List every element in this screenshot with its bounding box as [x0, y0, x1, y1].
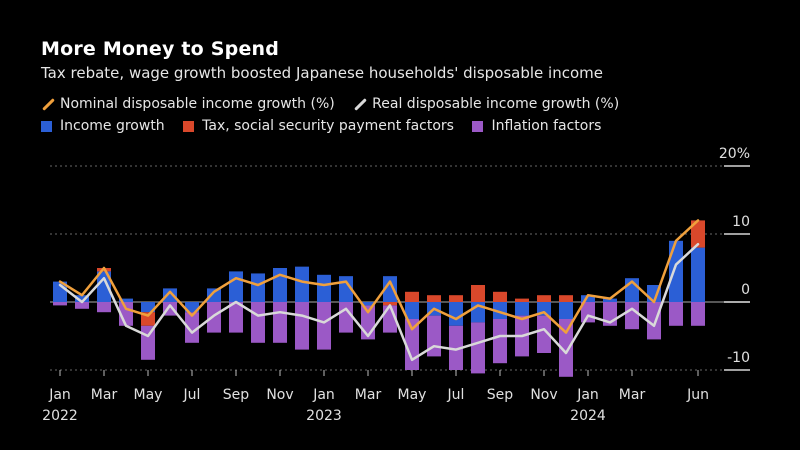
bar-inflation: [691, 302, 705, 326]
bar-income: [295, 266, 309, 302]
bar-income: [449, 302, 463, 326]
legend-item-real: Real disposable income growth (%): [353, 96, 619, 112]
x-tick-label: Jul: [447, 387, 465, 403]
bar-tax: [493, 291, 507, 302]
legend-row-lines: Nominal disposable income growth (%) Rea…: [41, 96, 633, 115]
x-tick-label: Mar: [619, 387, 646, 403]
x-tick-label: Mar: [91, 387, 118, 403]
chart-subtitle: Tax rebate, wage growth boosted Japanese…: [41, 64, 603, 82]
bar-inflation: [229, 302, 243, 333]
bar-inflation: [471, 322, 485, 374]
bar-inflation: [647, 302, 661, 340]
bar-income: [515, 302, 529, 316]
bar-inflation: [625, 302, 639, 330]
bar-income: [405, 302, 419, 319]
bar-inflation: [251, 302, 265, 343]
bar-income: [251, 273, 265, 302]
x-tick-label: Nov: [266, 387, 293, 403]
x-tick-label: Jul: [183, 387, 201, 403]
y-tick-label: 20%: [719, 146, 750, 162]
x-tick-label: Nov: [530, 387, 557, 403]
bar-inflation: [537, 315, 551, 353]
legend-label-real: Real disposable income growth (%): [372, 96, 620, 112]
bar-income: [229, 271, 243, 302]
bar-tax: [471, 285, 485, 302]
bar-tax: [449, 295, 463, 302]
bar-tax: [537, 295, 551, 302]
bar-income: [75, 295, 89, 302]
y-tick-label: 10: [732, 214, 750, 230]
line-nominal: [58, 219, 700, 334]
bar-inflation: [493, 319, 507, 364]
bar-income: [97, 271, 111, 302]
bar-inflation: [75, 302, 89, 309]
legend-row-bars: Income growth Tax, social security payme…: [41, 118, 615, 136]
bar-income: [581, 295, 595, 302]
bar-income: [559, 302, 573, 319]
legend-item-income: Income growth: [41, 118, 165, 134]
x-tick-year: 2022: [42, 408, 78, 424]
legend-label-nominal: Nominal disposable income growth (%): [60, 96, 335, 112]
bar-inflation: [449, 325, 463, 370]
x-tick-label: Sep: [487, 387, 514, 403]
bar-tax: [427, 295, 441, 302]
x-tick-label: May: [398, 387, 427, 403]
bar-income: [119, 298, 133, 302]
x-tick-label: Jan: [312, 387, 335, 403]
x-tick-year: 2023: [306, 408, 342, 424]
bar-income: [603, 298, 617, 302]
legend-item-inflation: Inflation factors: [472, 118, 601, 134]
legend-label-tax: Tax, social security payment factors: [202, 118, 454, 134]
legend-swatch-income: [41, 120, 52, 132]
y-tick-label: -10: [727, 350, 750, 366]
legend-swatch-tax: [183, 120, 195, 132]
bar-income: [493, 302, 507, 319]
legend-item-tax: Tax, social security payment factors: [183, 118, 454, 134]
bar-income: [317, 274, 331, 302]
bar-inflation: [273, 302, 287, 343]
bar-income: [691, 247, 705, 302]
bar-tax: [405, 291, 419, 302]
bar-income: [163, 288, 177, 302]
x-tick-label: Jun: [686, 387, 709, 403]
x-tick-label: Jan: [576, 387, 599, 403]
bar-inflation: [97, 302, 111, 313]
bar-inflation: [317, 302, 331, 350]
bar-tax: [383, 302, 397, 306]
bar-inflation: [185, 312, 199, 343]
bar-inflation: [207, 302, 221, 333]
bar-income: [273, 268, 287, 302]
bar-income: [383, 276, 397, 302]
legend-label-income: Income growth: [60, 118, 165, 134]
bar-inflation: [53, 302, 67, 306]
bar-income: [141, 302, 155, 313]
x-tick-label: Mar: [355, 387, 382, 403]
y-tick-label: 0: [741, 282, 750, 298]
bar-income: [669, 240, 683, 302]
bar-inflation: [669, 302, 683, 326]
legend-swatch-inflation: [472, 120, 484, 132]
bar-income: [361, 302, 375, 306]
bar-tax: [691, 220, 705, 248]
x-tick-label: Jan: [48, 387, 71, 403]
bar-inflation: [559, 319, 573, 377]
x-tick-label: Sep: [223, 387, 250, 403]
bar-inflation: [295, 302, 309, 350]
line-real: [58, 242, 700, 362]
chart-title: More Money to Spend: [41, 38, 280, 60]
bar-inflation: [339, 302, 353, 333]
legend-label-inflation: Inflation factors: [491, 118, 602, 134]
x-tick-label: May: [134, 387, 163, 403]
bar-tax: [559, 295, 573, 302]
bar-income: [185, 302, 199, 313]
bar-tax: [515, 298, 529, 302]
x-tick-year: 2024: [570, 408, 606, 424]
bar-income: [207, 288, 221, 302]
legend-item-nominal: Nominal disposable income growth (%): [41, 96, 335, 112]
